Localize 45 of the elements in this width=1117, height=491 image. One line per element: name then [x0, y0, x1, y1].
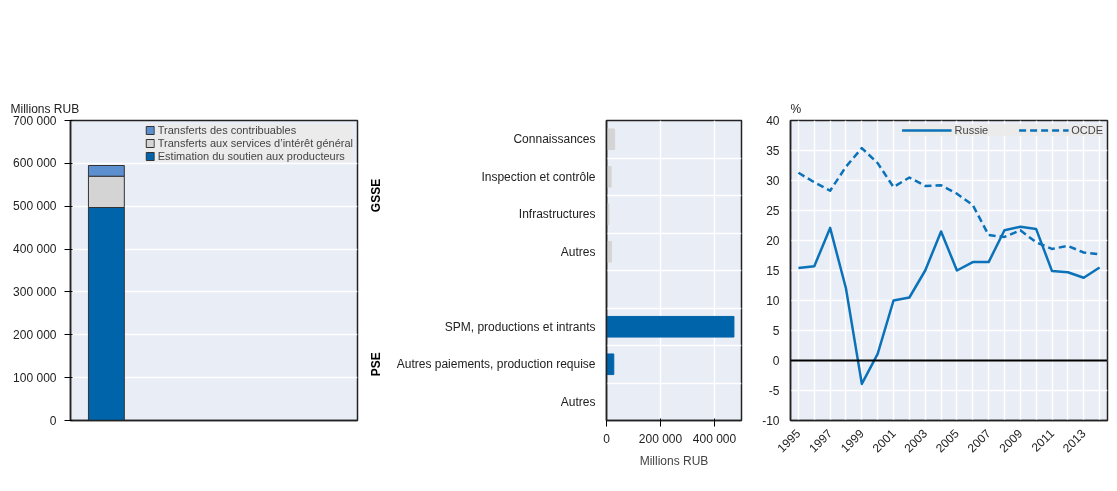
y-tick-label: Autres: [560, 394, 596, 409]
y-tick-label: 25: [766, 204, 780, 218]
y-axis-title: Millions RUB: [10, 101, 80, 116]
bar: [606, 315, 735, 338]
bar: [606, 128, 616, 151]
legend-label: Estimation du soutien aux producteurs: [157, 150, 345, 162]
bar: [606, 203, 610, 226]
y-tick-label: 40: [766, 114, 780, 128]
y-tick-label: -10: [762, 414, 780, 428]
y-tick-label: SPM, productions et intrants: [444, 319, 596, 334]
text: PSE: [368, 352, 383, 377]
y-tick-label: 100 000: [13, 370, 57, 385]
y-tick-label: 15: [766, 264, 780, 278]
x-tick-label: 0: [603, 431, 611, 446]
y-tick-label: Connaissances: [513, 132, 596, 147]
y-tick-label: 400 000: [13, 242, 57, 257]
x-tick-label: 200 000: [638, 431, 683, 446]
y-tick-label: 5: [772, 324, 780, 338]
bar: [606, 165, 612, 188]
y-tick-label: Infrastructures: [518, 207, 596, 222]
y-tick-label: 35: [766, 144, 780, 158]
bar: [606, 240, 612, 263]
y-tick-label: 0: [772, 354, 780, 368]
x-axis-title: Millions RUB: [639, 453, 709, 468]
text: GSSE: [368, 178, 383, 213]
y-tick-label: 500 000: [13, 199, 57, 214]
y-tick-label: 200 000: [13, 327, 57, 342]
legend-label: Russie: [954, 124, 989, 136]
y-tick-label: 700 000: [13, 113, 57, 128]
legend-label: Transferts des contribuables: [157, 124, 297, 136]
y-tick-label: Autres: [560, 244, 596, 259]
y-tick-label: Autres paiements, production requise: [396, 357, 596, 372]
y-tick-label: 10: [766, 294, 780, 308]
y-tick-label: 0: [49, 413, 57, 428]
y-tick-label: Inspection et contrôle: [481, 169, 596, 184]
bar: [606, 353, 615, 376]
x-tick-label: 400 000: [692, 431, 737, 446]
y-axis-title: %: [790, 101, 802, 116]
y-tick-label: 300 000: [13, 284, 57, 299]
y-tick-label: 30: [766, 174, 780, 188]
y-tick-label: -5: [768, 384, 780, 398]
y-tick-label: 20: [766, 234, 780, 248]
legend-label: Transferts aux services d’intérêt général: [157, 137, 353, 149]
y-tick-label: 600 000: [13, 156, 57, 171]
legend-label: OCDE: [1071, 124, 1103, 136]
